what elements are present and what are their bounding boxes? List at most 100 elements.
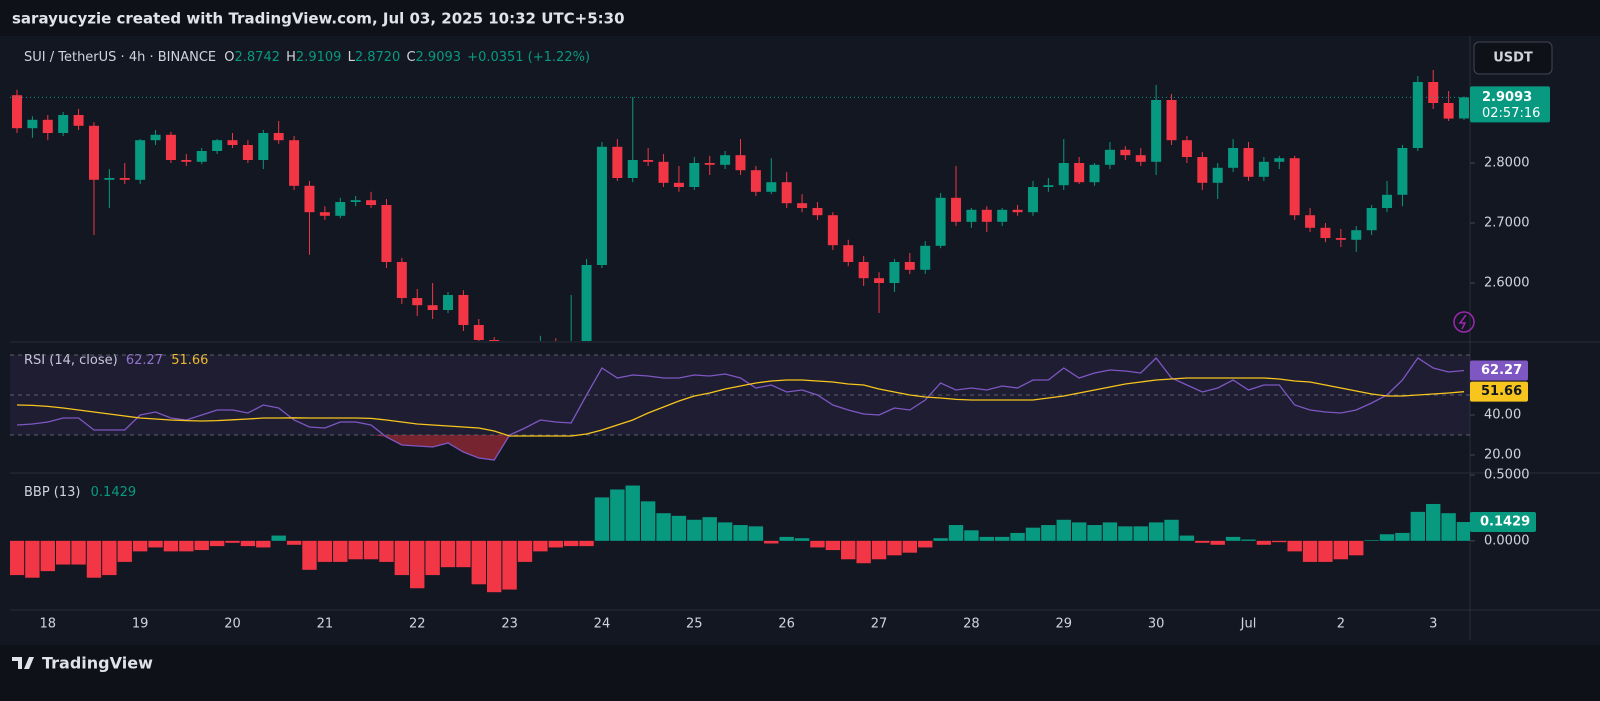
candle-body — [1351, 230, 1362, 240]
bar — [579, 540, 594, 547]
bar — [1241, 539, 1256, 541]
alert-icon-bolt[interactable] — [1458, 314, 1467, 330]
bbp-value: 0.1429 — [91, 485, 137, 500]
legend-value: 2.9109 — [296, 50, 342, 65]
bar — [902, 540, 918, 553]
bar — [948, 525, 964, 541]
candle-body — [227, 140, 238, 145]
button-label[interactable]: USDT — [1493, 51, 1533, 66]
legend-label: H — [286, 50, 296, 65]
last-price-label: 2.9093 — [1482, 90, 1532, 105]
button-frame[interactable] — [1473, 41, 1553, 75]
last-price-box — [1470, 86, 1550, 123]
bar — [794, 538, 810, 541]
bar — [102, 540, 117, 576]
x-tick-label: Jul — [1240, 617, 1257, 632]
bar — [286, 540, 302, 545]
bar — [1395, 532, 1410, 541]
candle-body — [874, 278, 885, 283]
bar — [1302, 540, 1318, 562]
candle-body — [258, 133, 269, 160]
candle-body — [1120, 149, 1131, 156]
alert-icon[interactable] — [1453, 311, 1475, 333]
candle-body — [1443, 103, 1454, 119]
candle-body — [858, 262, 869, 279]
bar — [533, 540, 548, 552]
candle-body — [1089, 164, 1100, 183]
x-tick-label: 28 — [963, 617, 980, 632]
y-tick-label: 2.7000 — [1484, 216, 1530, 231]
bar — [194, 540, 209, 551]
bar — [456, 540, 471, 568]
candle-body — [1320, 227, 1331, 238]
candle-body — [704, 163, 715, 165]
candle-body — [673, 182, 684, 187]
candle-body — [1305, 215, 1316, 228]
bar — [410, 540, 425, 589]
y-tick-label: 0.0000 — [1484, 533, 1530, 548]
y-tick-label: 0.5000 — [1484, 468, 1530, 483]
logo-mark — [12, 657, 34, 669]
bar — [25, 540, 40, 578]
x-tick-label: 25 — [686, 617, 703, 632]
bar — [640, 501, 656, 541]
indicator-line — [16, 377, 1465, 437]
y-tick-label: 40.00 — [1484, 408, 1521, 423]
bar — [856, 540, 871, 564]
bar — [487, 540, 502, 593]
symbol: SUI / TetherUS · 4h · BINANCE — [24, 50, 216, 65]
legend-label: C — [406, 50, 415, 65]
bar — [348, 540, 363, 560]
candle-body — [750, 170, 761, 192]
candle-body — [304, 185, 315, 213]
candle-body — [951, 197, 962, 222]
value-box — [1470, 512, 1536, 533]
candle-body — [366, 200, 377, 205]
bar — [656, 513, 671, 541]
candle-body — [1074, 163, 1085, 183]
candle-body — [1058, 163, 1069, 186]
bar — [841, 540, 856, 560]
candle-body — [658, 161, 669, 183]
candle-body — [319, 212, 330, 216]
candle-body — [119, 178, 130, 180]
candle-body — [689, 163, 700, 187]
bar — [1426, 503, 1441, 541]
logo-text: TradingView — [42, 654, 153, 673]
candle-body — [1104, 149, 1115, 165]
candle-body — [1228, 148, 1239, 168]
attribution: sarayucyzie created with TradingView.com… — [12, 10, 625, 28]
candle-body — [797, 203, 808, 208]
candle-body — [273, 133, 284, 141]
bar — [1210, 540, 1225, 545]
bar — [1225, 536, 1241, 541]
legend-value: 2.9093 — [416, 50, 462, 65]
candle-body — [1289, 158, 1300, 216]
countdown-label: 02:57:16 — [1482, 106, 1540, 121]
bar — [471, 540, 487, 585]
candle-body — [827, 215, 838, 246]
bar — [71, 540, 86, 565]
bar — [625, 485, 640, 541]
bar — [594, 497, 610, 541]
candle-body — [812, 208, 823, 216]
bar — [1041, 525, 1056, 541]
value-box-label: 0.1429 — [1480, 515, 1530, 530]
candle-body — [627, 160, 638, 178]
bar — [317, 540, 333, 562]
bar — [548, 540, 563, 548]
bar — [10, 540, 25, 576]
bar — [209, 540, 225, 547]
rsi-value: 62.27 — [126, 353, 163, 368]
candle-body — [1258, 161, 1269, 177]
currency-button[interactable]: USDT — [1473, 41, 1553, 75]
candle-body — [12, 95, 22, 129]
bar — [117, 540, 132, 562]
bar — [1118, 526, 1133, 541]
bar — [86, 540, 102, 578]
indicator-line — [16, 357, 1465, 461]
value-box — [1470, 381, 1528, 402]
bar — [610, 489, 625, 541]
candle-body — [212, 140, 223, 151]
